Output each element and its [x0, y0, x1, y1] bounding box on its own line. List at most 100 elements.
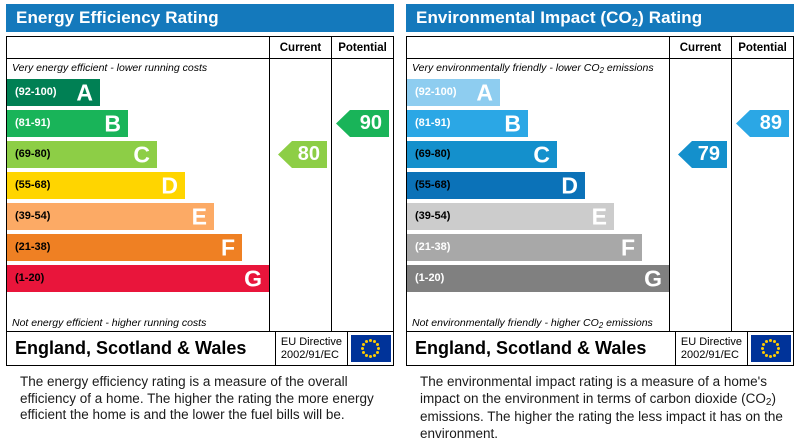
band-bar-d: (55-68) D	[407, 172, 585, 199]
energy-efficiency-panel: Energy Efficiency Rating Current Potenti…	[6, 4, 394, 422]
band-range-label: (21-38)	[415, 241, 451, 253]
band-row-e: (39-54) E	[7, 201, 269, 232]
column-header-potential: Potential	[331, 37, 393, 58]
band-bar-list-secondary: (92-100) A (81-91) B (69-80) C (55-68) D (39-54)…	[407, 77, 669, 294]
eu-directive-line2-secondary: 2002/91/EC	[680, 348, 739, 361]
band-row-f: (21-38) F	[407, 232, 669, 263]
band-bar-e: (39-54) E	[7, 203, 214, 230]
chart-header-row: Current Potential	[7, 37, 393, 59]
band-bar-e: (39-54) E	[407, 203, 614, 230]
band-bar-c: (69-80) C	[7, 141, 157, 168]
current-rating-column: 80	[269, 59, 331, 332]
country-label-secondary: England, Scotland & Wales	[415, 338, 647, 358]
environmental-impact-panel: Environmental Impact (CO2) Rating Curren…	[400, 0, 800, 448]
band-range-label: (81-91)	[15, 117, 51, 129]
chart-body-secondary: Very environmentally friendly - lower CO…	[407, 59, 793, 332]
band-bar-a: (92-100) A	[407, 79, 500, 106]
band-letter-label: G	[644, 265, 662, 291]
header-blank-cell-secondary	[407, 37, 669, 58]
country-eu-strip-secondary: England, Scotland & Wales EU Directive 2…	[406, 332, 794, 366]
band-bar-f: (21-38) F	[7, 234, 242, 261]
environmental-impact-chart: Current Potential Very environmentally f…	[406, 36, 794, 332]
band-bar-b: (81-91) B	[407, 110, 528, 137]
band-bars-column-secondary: Very environmentally friendly - lower CO…	[407, 59, 669, 332]
band-range-label: (39-54)	[415, 210, 451, 222]
current-rating-column-secondary: 79	[669, 59, 731, 332]
band-bars-column: Very energy efficient - lower running co…	[7, 59, 269, 332]
band-range-label: (21-38)	[15, 241, 51, 253]
description-text: The energy efficiency rating is a measur…	[20, 374, 374, 422]
band-row-d: (55-68) D	[407, 170, 669, 201]
eu-directive-line1: EU Directive	[280, 335, 342, 348]
band-bar-list: (92-100) A (81-91) B (69-80) C (55-68) D (39-54)…	[7, 77, 269, 294]
chart-body: Very energy efficient - lower running co…	[7, 59, 393, 332]
band-range-label: (1-20)	[15, 272, 45, 284]
energy-efficiency-chart: Current Potential Very energy efficient …	[6, 36, 394, 332]
band-range-label: (69-80)	[15, 148, 51, 160]
band-range-label: (81-91)	[415, 117, 451, 129]
energy-efficiency-title-bar: Energy Efficiency Rating	[6, 4, 394, 32]
band-bar-d: (55-68) D	[7, 172, 185, 199]
band-range-label: (92-100)	[415, 86, 457, 98]
band-bar-a: (92-100) A	[7, 79, 100, 106]
eu-directive-label: EU Directive 2002/91/EC	[274, 332, 347, 365]
band-range-label: (69-80)	[415, 148, 451, 160]
band-row-c: (69-80) C	[407, 139, 669, 170]
band-letter-label: C	[533, 141, 550, 167]
eu-flag-stars	[350, 335, 391, 362]
band-letter-label: G	[244, 265, 262, 291]
caption-top-secondary: Very environmentally friendly - lower CO…	[412, 62, 654, 75]
band-letter-label: F	[620, 234, 635, 260]
band-letter-label: A	[476, 79, 493, 105]
caption-bottom: Not energy efficient - higher running co…	[12, 317, 207, 329]
potential-rating-column: 90	[331, 59, 393, 332]
band-letter-label: B	[104, 110, 121, 136]
eu-flag-stars-secondary	[750, 335, 791, 362]
description-text-secondary: The environmental impact rating is a mea…	[420, 374, 783, 441]
country-eu-strip: England, Scotland & Wales EU Directive 2…	[6, 332, 394, 366]
environmental-impact-description: The environmental impact rating is a mea…	[406, 366, 794, 442]
chart-header-row-secondary: Current Potential	[407, 37, 793, 59]
eu-flag-icon-secondary	[747, 332, 793, 365]
header-blank-cell	[7, 37, 269, 58]
band-row-f: (21-38) F	[7, 232, 269, 263]
band-letter-label: D	[161, 172, 178, 198]
band-bar-c: (69-80) C	[407, 141, 557, 168]
band-letter-label: D	[561, 172, 578, 198]
band-letter-label: F	[220, 234, 235, 260]
column-header-current: Current	[269, 37, 331, 58]
band-range-label: (55-68)	[415, 179, 451, 191]
potential-rating-arrow: 90	[336, 110, 389, 137]
page-title-secondary: Environmental Impact (CO2) Rating	[416, 8, 703, 29]
current-rating-arrow: 80	[278, 141, 327, 168]
band-bar-g: (1-20) G	[407, 265, 669, 292]
potential-rating-arrow: 89	[736, 110, 789, 137]
country-label: England, Scotland & Wales	[15, 338, 247, 358]
eu-directive-line2: 2002/91/EC	[280, 348, 339, 361]
environmental-impact-title-bar: Environmental Impact (CO2) Rating	[406, 4, 794, 32]
current-rating-arrow: 79	[678, 141, 727, 168]
caption-top: Very energy efficient - lower running co…	[12, 62, 208, 74]
band-row-d: (55-68) D	[7, 170, 269, 201]
page-title: Energy Efficiency Rating	[16, 8, 219, 27]
band-row-b: (81-91) B	[7, 108, 269, 139]
band-letter-label: B	[504, 110, 521, 136]
eu-directive-label-secondary: EU Directive 2002/91/EC	[674, 332, 747, 365]
column-header-current-secondary: Current	[669, 37, 731, 58]
band-row-b: (81-91) B	[407, 108, 669, 139]
band-letter-label: E	[191, 203, 207, 229]
band-bar-f: (21-38) F	[407, 234, 642, 261]
eu-directive-line1-secondary: EU Directive	[680, 335, 742, 348]
band-range-label: (55-68)	[15, 179, 51, 191]
band-range-label: (39-54)	[15, 210, 51, 222]
potential-rating-column-secondary: 89	[731, 59, 793, 332]
band-bar-g: (1-20) G	[7, 265, 269, 292]
band-row-a: (92-100) A	[7, 77, 269, 108]
band-row-a: (92-100) A	[407, 77, 669, 108]
band-row-c: (69-80) C	[7, 139, 269, 170]
band-row-g: (1-20) G	[407, 263, 669, 294]
band-letter-label: A	[76, 79, 93, 105]
band-range-label: (92-100)	[15, 86, 57, 98]
band-letter-label: E	[591, 203, 607, 229]
